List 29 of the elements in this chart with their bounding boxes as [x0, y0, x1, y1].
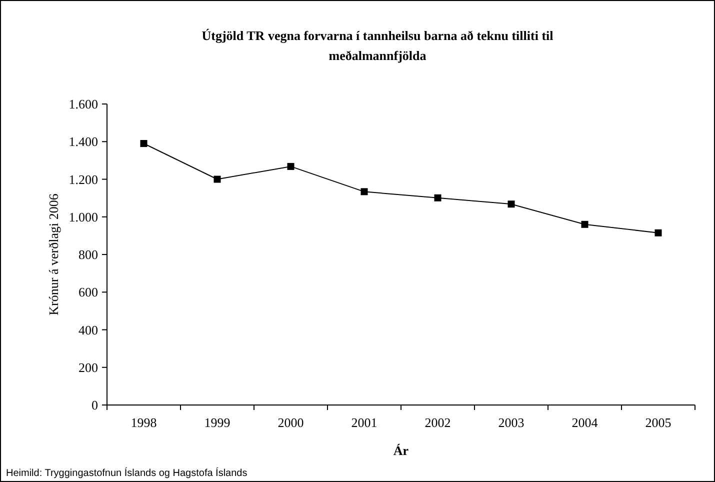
chart-title: Útgjöld TR vegna forvarna í tannheilsu barna að teknu tilliti til meðalmannfjölda — [202, 28, 554, 63]
x-tick-label: 2000 — [278, 415, 304, 430]
point — [140, 140, 148, 148]
x-tick-label: 2003 — [498, 415, 524, 430]
x-axis-title: Ár — [393, 443, 409, 458]
y-tick-label: 800 — [78, 247, 98, 262]
y-tick-label: 0 — [92, 398, 98, 413]
point — [214, 176, 221, 183]
x-tick-label: 2005 — [645, 415, 672, 430]
y-axis-title: Krónur á verðlagi 2006 — [46, 193, 61, 316]
point — [581, 220, 588, 228]
point — [360, 188, 368, 196]
point — [287, 162, 294, 170]
y-tick-label: 600 — [78, 284, 98, 300]
point — [508, 200, 515, 208]
x-tick-label: 2002 — [424, 415, 451, 430]
x-tick-label: 1999 — [204, 415, 230, 430]
x-tick-label: 2004 — [572, 415, 598, 430]
y-tick-label: 400 — [78, 322, 98, 338]
x-tick-label: 2001 — [351, 415, 378, 430]
y-tick-label: 1.200 — [68, 172, 98, 187]
y-tick-label: 200 — [78, 360, 98, 375]
y-tick-label: 1.000 — [68, 209, 98, 224]
y-tick-label: 1.600 — [68, 96, 98, 112]
point — [654, 229, 662, 236]
point — [434, 194, 442, 202]
x-tick-label: 1998 — [130, 415, 157, 430]
text: Heimild: Tryggingastofnun Íslands og Hagstofa Íslands — [6, 467, 248, 479]
y-tick-label: 1.400 — [68, 134, 98, 150]
